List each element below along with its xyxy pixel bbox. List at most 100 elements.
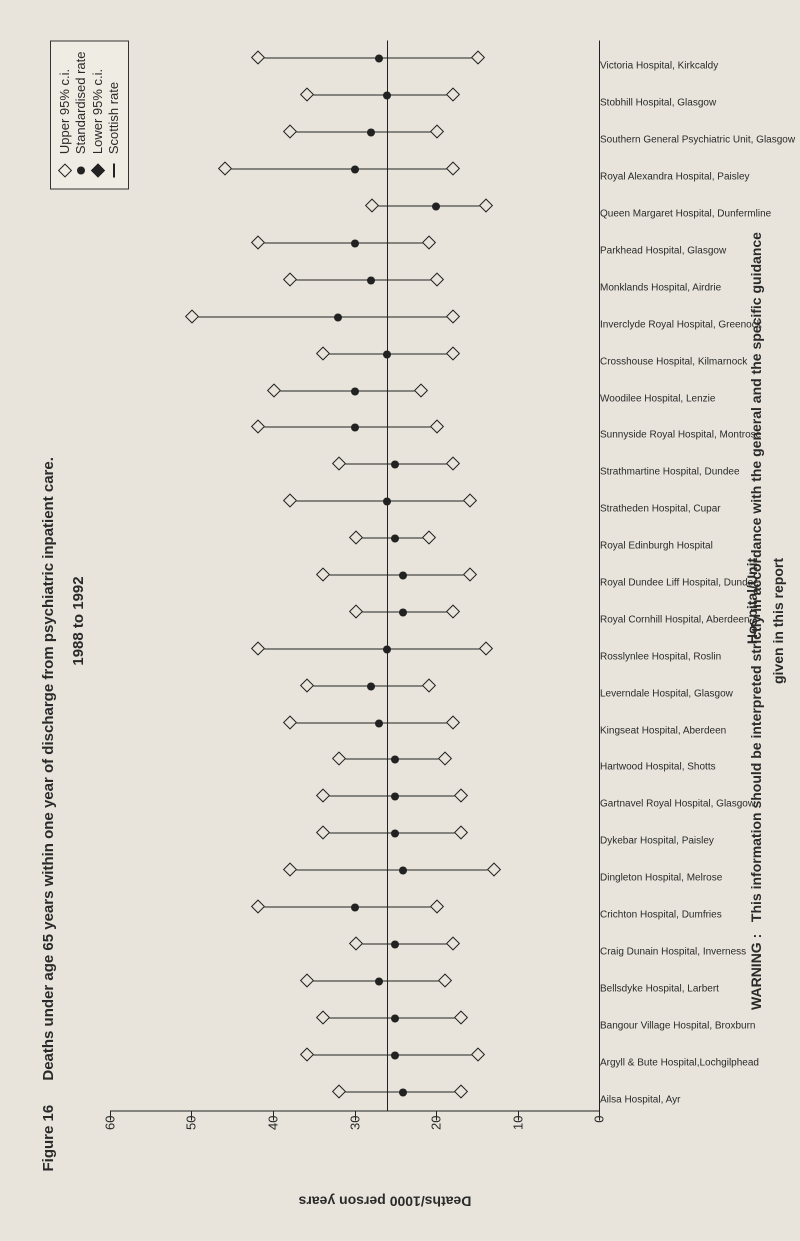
lower-ci-marker bbox=[446, 309, 460, 323]
y-tick-label: 30 bbox=[347, 1115, 362, 1155]
lower-ci-marker bbox=[454, 788, 468, 802]
hospital-label: Leverndale Hospital, Glasgow bbox=[600, 688, 733, 699]
hospital-label: Stratheden Hospital, Cupar bbox=[600, 503, 721, 514]
upper-ci-marker bbox=[348, 530, 362, 544]
rate-marker bbox=[383, 497, 391, 505]
hospital-label: Dykebar Hospital, Paisley bbox=[600, 835, 714, 846]
hospital-label: Hartwood Hospital, Shotts bbox=[600, 761, 716, 772]
lower-ci-marker bbox=[454, 1010, 468, 1024]
upper-ci-marker bbox=[316, 825, 330, 839]
upper-ci-marker bbox=[283, 272, 297, 286]
lower-ci-marker bbox=[446, 161, 460, 175]
hospital-label: Rosslynlee Hospital, Roslin bbox=[600, 651, 721, 662]
hospital-label: Kingseat Hospital, Aberdeen bbox=[600, 725, 726, 736]
hospital-label: Ailsa Hospital, Ayr bbox=[600, 1094, 680, 1105]
upper-ci-marker bbox=[218, 161, 232, 175]
warning-line-2: given in this report bbox=[770, 0, 786, 1241]
lower-ci-marker bbox=[454, 1083, 468, 1097]
hospital-series bbox=[110, 1054, 599, 1055]
upper-ci-marker bbox=[283, 715, 297, 729]
upper-ci-marker bbox=[316, 1010, 330, 1024]
lower-ci-marker bbox=[446, 456, 460, 470]
upper-ci-marker bbox=[316, 567, 330, 581]
rate-marker bbox=[383, 645, 391, 653]
legend-std-label: Standardised rate bbox=[73, 51, 89, 154]
rate-marker bbox=[351, 387, 359, 395]
filled-diamond-icon bbox=[93, 162, 103, 178]
upper-ci-marker bbox=[332, 1083, 346, 1097]
warning-text-1: This information should be interpreted s… bbox=[748, 232, 764, 922]
rate-marker bbox=[334, 313, 342, 321]
hospital-series bbox=[110, 131, 599, 132]
y-tick-label: 20 bbox=[428, 1115, 443, 1155]
rate-marker bbox=[351, 423, 359, 431]
plot: 0102030405060Ailsa Hospital, AyrArgyll &… bbox=[110, 40, 600, 1111]
lower-ci-marker bbox=[430, 272, 444, 286]
y-tick-label: 0 bbox=[592, 1115, 607, 1155]
plot-area: Deaths/1000 person years 0102030405060Ai… bbox=[110, 40, 660, 1161]
rate-marker bbox=[399, 866, 407, 874]
hospital-label: Southern General Psychiatric Unit, Glasg… bbox=[600, 134, 795, 145]
hospital-label: Gartnavel Royal Hospital, Glasgow bbox=[600, 798, 755, 809]
lower-ci-marker bbox=[446, 936, 460, 950]
upper-ci-marker bbox=[251, 641, 265, 655]
rate-marker bbox=[399, 608, 407, 616]
hospital-series bbox=[110, 463, 599, 464]
warning-label: WARNING : bbox=[748, 933, 764, 1009]
upper-ci-marker bbox=[332, 751, 346, 765]
rate-marker bbox=[351, 165, 359, 173]
hospital-series bbox=[110, 943, 599, 944]
hospital-label: Argyll & Bute Hospital,Lochgilphead bbox=[600, 1057, 759, 1068]
lower-ci-marker bbox=[471, 1047, 485, 1061]
hospital-series bbox=[110, 795, 599, 796]
lower-ci-marker bbox=[430, 419, 444, 433]
hospital-label: Bangour Village Hospital, Broxburn bbox=[600, 1020, 755, 1031]
rate-marker bbox=[367, 128, 375, 136]
upper-ci-marker bbox=[251, 419, 265, 433]
upper-ci-marker bbox=[348, 936, 362, 950]
hospital-series bbox=[110, 279, 599, 280]
y-tick-label: 60 bbox=[103, 1115, 118, 1155]
hospital-series bbox=[110, 353, 599, 354]
hospital-label: Sunnyside Royal Hospital, Montrose bbox=[600, 429, 761, 440]
upper-ci-marker bbox=[316, 346, 330, 360]
lower-ci-marker bbox=[414, 382, 428, 396]
upper-ci-marker bbox=[251, 50, 265, 64]
rate-marker bbox=[391, 460, 399, 468]
lower-ci-marker bbox=[463, 567, 477, 581]
hospital-series bbox=[110, 500, 599, 501]
rate-marker bbox=[399, 571, 407, 579]
hospital-label: Crosshouse Hospital, Kilmarnock bbox=[600, 356, 747, 367]
hospital-series bbox=[110, 168, 599, 169]
hospital-series bbox=[110, 758, 599, 759]
hospital-label: Royal Edinburgh Hospital bbox=[600, 540, 713, 551]
hospital-label: Royal Dundee Liff Hospital, Dundee bbox=[600, 577, 759, 588]
figure-title: Deaths under age 65 years within one yea… bbox=[40, 457, 57, 1081]
warning-line-1: WARNING : This information should be int… bbox=[748, 0, 764, 1241]
filled-circle-icon bbox=[77, 162, 85, 178]
rate-marker bbox=[351, 239, 359, 247]
rate-marker bbox=[375, 977, 383, 985]
hospital-label: Strathmartine Hospital, Dundee bbox=[600, 466, 740, 477]
upper-ci-marker bbox=[300, 678, 314, 692]
rate-marker bbox=[367, 276, 375, 284]
hospital-label: Woodilee Hospital, Lenzie bbox=[600, 393, 715, 404]
rate-marker bbox=[391, 534, 399, 542]
rate-marker bbox=[399, 1088, 407, 1096]
rate-marker bbox=[391, 755, 399, 763]
lower-ci-marker bbox=[479, 641, 493, 655]
hospital-label: Crichton Hospital, Dumfries bbox=[600, 909, 722, 920]
upper-ci-marker bbox=[251, 235, 265, 249]
hospital-series bbox=[110, 537, 599, 538]
hospital-series bbox=[110, 57, 599, 58]
rate-marker bbox=[391, 792, 399, 800]
hospital-label: Parkhead Hospital, Glasgow bbox=[600, 245, 726, 256]
upper-ci-marker bbox=[300, 973, 314, 987]
lower-ci-marker bbox=[430, 899, 444, 913]
hospital-series bbox=[110, 1091, 599, 1092]
lower-ci-marker bbox=[446, 87, 460, 101]
upper-ci-marker bbox=[300, 87, 314, 101]
rate-marker bbox=[375, 54, 383, 62]
hospital-series bbox=[110, 685, 599, 686]
legend-std: Standardised rate bbox=[73, 51, 89, 178]
